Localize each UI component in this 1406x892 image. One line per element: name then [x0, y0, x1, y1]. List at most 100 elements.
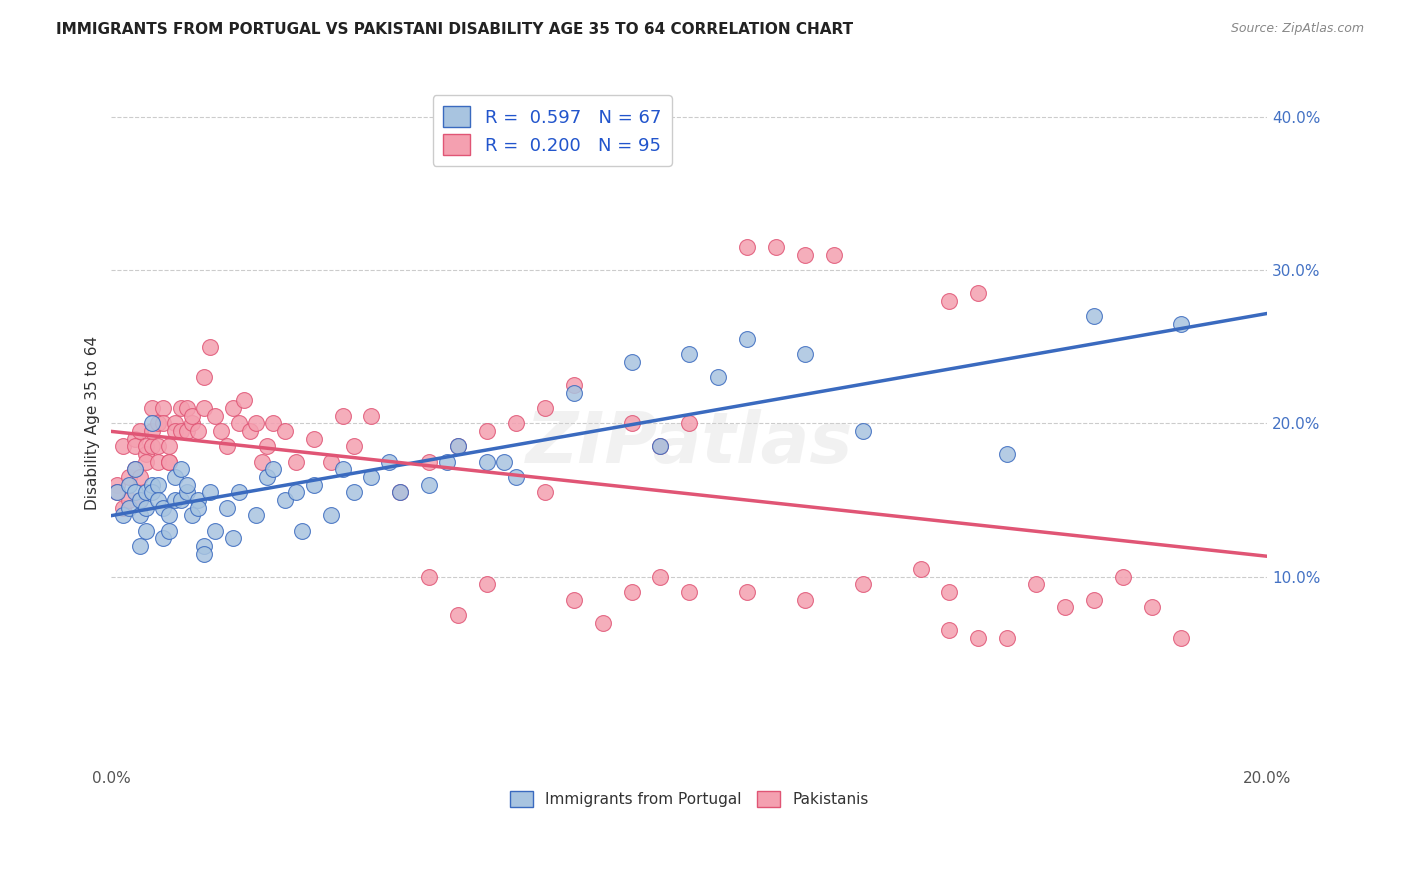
Point	[302, 477, 325, 491]
Point	[163, 417, 186, 431]
Point	[176, 477, 198, 491]
Point	[118, 477, 141, 491]
Point	[262, 462, 284, 476]
Point	[135, 500, 157, 515]
Point	[1083, 592, 1105, 607]
Point	[650, 439, 672, 453]
Point	[274, 492, 297, 507]
Point	[129, 539, 152, 553]
Point	[141, 439, 163, 453]
Point	[650, 569, 672, 583]
Point	[256, 470, 278, 484]
Point	[562, 592, 585, 607]
Point	[389, 485, 412, 500]
Point	[938, 585, 960, 599]
Point	[157, 508, 180, 523]
Point	[215, 500, 238, 515]
Point	[105, 485, 128, 500]
Point	[187, 500, 209, 515]
Point	[245, 417, 267, 431]
Point	[105, 485, 128, 500]
Point	[135, 447, 157, 461]
Text: ZIPatlas: ZIPatlas	[526, 409, 853, 478]
Point	[181, 417, 204, 431]
Point	[505, 470, 527, 484]
Point	[475, 577, 498, 591]
Point	[163, 470, 186, 484]
Point	[343, 439, 366, 453]
Point	[198, 485, 221, 500]
Legend: Immigrants from Portugal, Pakistanis: Immigrants from Portugal, Pakistanis	[503, 785, 875, 814]
Point	[222, 401, 245, 415]
Point	[938, 293, 960, 308]
Point	[204, 409, 226, 423]
Point	[436, 455, 458, 469]
Point	[157, 524, 180, 538]
Point	[141, 477, 163, 491]
Point	[193, 370, 215, 384]
Point	[562, 385, 585, 400]
Point	[995, 447, 1018, 461]
Point	[176, 485, 198, 500]
Point	[170, 401, 193, 415]
Point	[1112, 569, 1135, 583]
Point	[129, 424, 152, 438]
Point	[193, 539, 215, 553]
Point	[233, 393, 256, 408]
Point	[176, 401, 198, 415]
Point	[152, 500, 174, 515]
Point	[250, 455, 273, 469]
Point	[765, 240, 787, 254]
Point	[163, 492, 186, 507]
Point	[678, 347, 700, 361]
Point	[418, 569, 440, 583]
Point	[418, 477, 440, 491]
Point	[995, 631, 1018, 645]
Point	[176, 424, 198, 438]
Point	[534, 485, 557, 500]
Point	[285, 485, 308, 500]
Point	[141, 417, 163, 431]
Point	[204, 524, 226, 538]
Point	[650, 439, 672, 453]
Point	[735, 332, 758, 346]
Point	[562, 378, 585, 392]
Point	[124, 439, 146, 453]
Point	[534, 401, 557, 415]
Point	[146, 439, 169, 453]
Point	[146, 492, 169, 507]
Point	[124, 462, 146, 476]
Point	[1140, 600, 1163, 615]
Point	[389, 485, 412, 500]
Point	[735, 240, 758, 254]
Point	[135, 439, 157, 453]
Point	[135, 485, 157, 500]
Point	[111, 439, 134, 453]
Point	[157, 439, 180, 453]
Point	[141, 424, 163, 438]
Point	[129, 492, 152, 507]
Point	[170, 424, 193, 438]
Point	[111, 508, 134, 523]
Point	[343, 485, 366, 500]
Point	[157, 455, 180, 469]
Point	[170, 462, 193, 476]
Point	[187, 492, 209, 507]
Point	[620, 417, 643, 431]
Point	[794, 592, 817, 607]
Point	[198, 340, 221, 354]
Point	[592, 615, 614, 630]
Point	[262, 417, 284, 431]
Point	[475, 455, 498, 469]
Point	[1054, 600, 1077, 615]
Point	[794, 347, 817, 361]
Point	[118, 500, 141, 515]
Point	[852, 424, 875, 438]
Point	[141, 485, 163, 500]
Point	[620, 585, 643, 599]
Point	[146, 417, 169, 431]
Point	[141, 401, 163, 415]
Point	[124, 485, 146, 500]
Point	[209, 424, 232, 438]
Point	[302, 432, 325, 446]
